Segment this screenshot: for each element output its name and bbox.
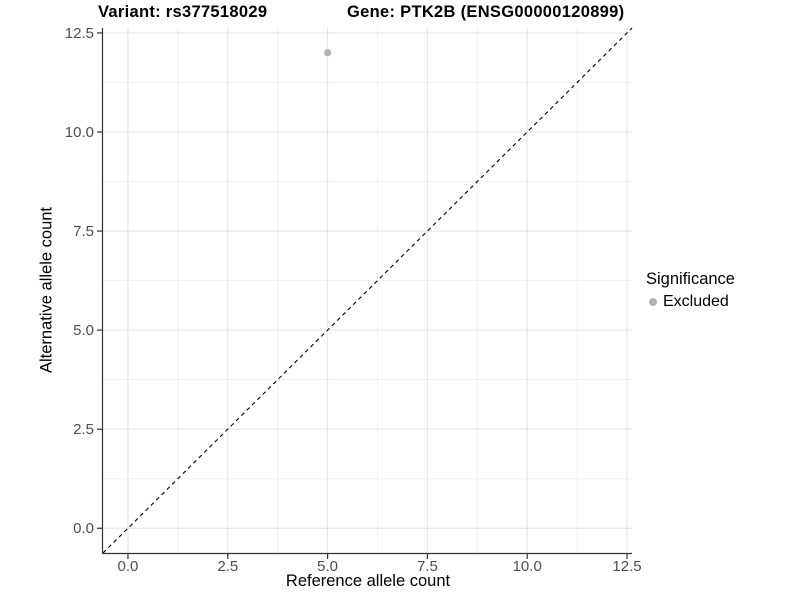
y-tick-label: 2.5	[73, 421, 94, 438]
identity-reference-line	[102, 27, 633, 554]
data-point	[323, 49, 332, 57]
y-tick-label: 0.0	[73, 520, 94, 537]
y-axis-title: Alternative allele count	[37, 206, 56, 374]
x-tick-label: 5.0	[317, 558, 338, 575]
x-tick-label: 2.5	[217, 558, 238, 575]
plot-title-gene: Gene: PTK2B (ENSG00000120899)	[347, 3, 625, 21]
x-tick-label: 10.0	[513, 558, 542, 575]
legend-item-label: Excluded	[663, 293, 729, 310]
y-tick-label: 5.0	[73, 322, 94, 339]
y-tick-label: 10.0	[65, 124, 94, 141]
x-axis-title: Reference allele count	[285, 572, 451, 590]
x-tick-label: 0.0	[118, 558, 139, 575]
y-tick-label: 7.5	[73, 223, 94, 240]
legend: Significance Excluded	[646, 270, 735, 311]
legend-item-excluded: Excluded	[646, 293, 735, 311]
plot-title-variant: Variant: rs377518029	[98, 3, 268, 21]
x-tick-label: 7.5	[417, 558, 438, 575]
legend-point-icon	[649, 298, 657, 306]
legend-title: Significance	[646, 270, 735, 288]
y-tick-label: 12.5	[65, 25, 94, 42]
x-tick-label: 12.5	[612, 558, 641, 575]
